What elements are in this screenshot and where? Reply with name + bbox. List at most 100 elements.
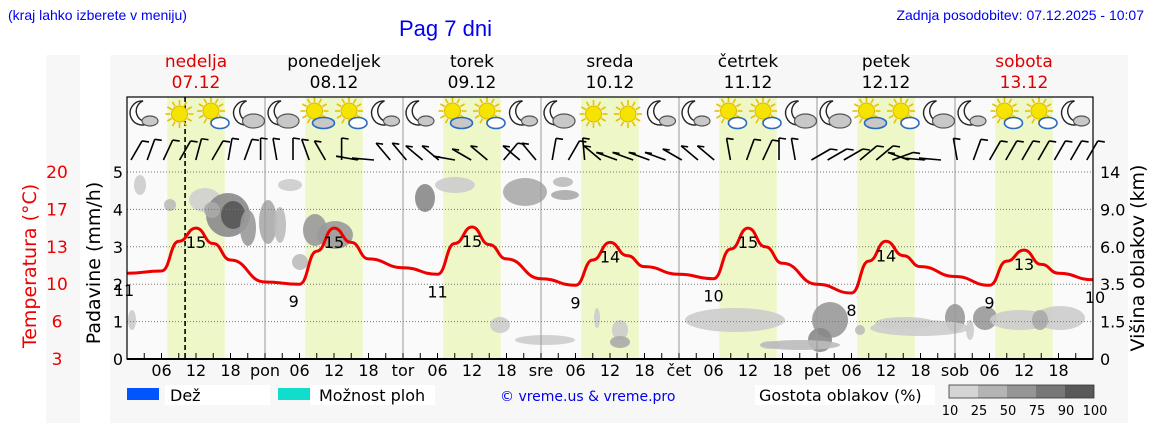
credit-link[interactable]: © vreme.us & vreme.pro	[500, 389, 675, 405]
wind-barb-flag	[771, 139, 780, 142]
cloud-blob	[415, 184, 435, 212]
wind-barb-flag	[912, 151, 921, 155]
wind-barb	[827, 148, 848, 161]
moon-cloud-icon	[508, 100, 539, 127]
wind-barb-flag	[292, 137, 301, 140]
wind-barb	[567, 140, 581, 161]
sun-cloud-icon	[438, 97, 474, 130]
x-tick-label: sre	[529, 361, 553, 380]
x-tick-label: 06	[427, 361, 447, 380]
wind-barb	[521, 142, 537, 161]
x-tick-label: 18	[1048, 361, 1068, 380]
cloud-density-blobs	[128, 175, 1085, 352]
cloud-blob	[612, 320, 628, 340]
wind-barbs	[130, 137, 1105, 161]
legend-bg	[165, 385, 270, 405]
wind-barb-flag	[201, 137, 209, 141]
day-name: nedelja	[164, 52, 228, 72]
wind-barb-flag	[778, 137, 787, 140]
wind-barb	[146, 139, 156, 161]
x-tick-label: 12	[876, 361, 896, 380]
daylight-band	[857, 97, 915, 359]
x-tick-label: 06	[841, 361, 861, 380]
day-header: četrtek 11.12	[679, 52, 817, 94]
rain-legend-label: Dež	[170, 386, 201, 405]
wind-barb-flag	[375, 142, 384, 145]
x-tick-label: tor	[392, 361, 415, 380]
cloud-density-swatch	[1036, 385, 1065, 398]
wind-barb-flag	[892, 145, 901, 148]
sun-cloud-icon	[1025, 97, 1058, 130]
wind-barb-flag	[1097, 140, 1105, 143]
wind-barb-flag	[272, 137, 281, 141]
day-date: 11.12	[723, 73, 773, 93]
x-tick-label: 18	[910, 361, 930, 380]
cloud-blob	[164, 199, 176, 211]
wind-barb	[375, 142, 391, 161]
cloud-height-tick: 0	[1100, 350, 1110, 369]
wind-barb-flag	[1065, 140, 1073, 143]
wind-barb-flag	[862, 148, 870, 151]
wind-barb-flag	[918, 157, 927, 160]
wind-barb	[243, 139, 253, 161]
temperature-label: 9	[289, 292, 299, 311]
wind-barb-flag	[846, 148, 854, 151]
wind-barb-flag	[341, 137, 349, 140]
temperature-label: 15	[738, 233, 758, 252]
wind-barb	[313, 140, 327, 161]
wind-barb-flag	[433, 155, 441, 158]
x-tick-label: sob	[941, 361, 969, 380]
wind-barb-flag	[887, 151, 896, 155]
cloud-density-swatch	[978, 385, 1007, 398]
cloud-blob	[221, 201, 245, 229]
wind-barb-flag	[222, 140, 231, 143]
day-date: 07.12	[171, 73, 221, 93]
wind-barb	[130, 140, 143, 161]
moon-cloud-icon	[405, 100, 435, 127]
cloud-density-swatch	[1007, 385, 1036, 398]
cloud-density-tick: 90	[1058, 404, 1075, 419]
cloud-blob	[685, 308, 785, 332]
moon-cloud-icon	[1060, 100, 1091, 127]
cloud-blob	[1035, 306, 1085, 330]
wind-barb-flag	[470, 145, 478, 148]
day-name: četrtek	[717, 52, 779, 72]
wind-barb	[762, 139, 773, 161]
last-updated: Zadnja posodobitev: 07.12.2025 - 10:07	[896, 7, 1144, 23]
wind-barb	[272, 138, 278, 161]
sun-cloud-icon	[887, 97, 920, 130]
wind-barb-flag	[231, 137, 240, 141]
temperature-label: 14	[600, 247, 620, 266]
cloud-density-swatch	[949, 385, 978, 398]
wind-barb	[451, 148, 472, 161]
moon-cloud-icon	[543, 100, 576, 129]
temperature-label: 13	[1014, 255, 1034, 274]
location-hint[interactable]: (kraj lahko izberete v meniju)	[8, 7, 187, 23]
wind-barb	[892, 151, 914, 161]
cloud-height-tick: 6.0	[1100, 238, 1125, 257]
cloud-blob	[274, 207, 286, 243]
wind-barb	[843, 148, 864, 161]
wind-barb-flag	[452, 148, 460, 151]
wind-barb-flag	[662, 148, 670, 151]
precip-tick: 0	[113, 350, 123, 369]
precip-tick: 5	[113, 163, 123, 182]
page-title: Pag 7 dni	[399, 16, 492, 41]
wind-barb	[952, 138, 958, 161]
wind-barb	[195, 138, 203, 161]
x-tick-label: 18	[772, 361, 792, 380]
sun-icon	[614, 100, 642, 128]
wind-barb	[875, 145, 894, 161]
wind-barb-flag	[980, 138, 989, 142]
x-tick-label: 06	[565, 361, 585, 380]
day-name: sobota	[995, 52, 1053, 72]
cloud-blob	[870, 320, 970, 336]
wind-barb	[470, 145, 488, 161]
cloud-blob	[1032, 310, 1048, 330]
wind-barb-flag	[260, 137, 268, 140]
sun-cloud-icon	[335, 97, 368, 130]
day-name: ponedeljek	[287, 52, 381, 72]
wind-barb-flag	[644, 151, 653, 155]
wind-barb-flag	[1016, 140, 1024, 143]
